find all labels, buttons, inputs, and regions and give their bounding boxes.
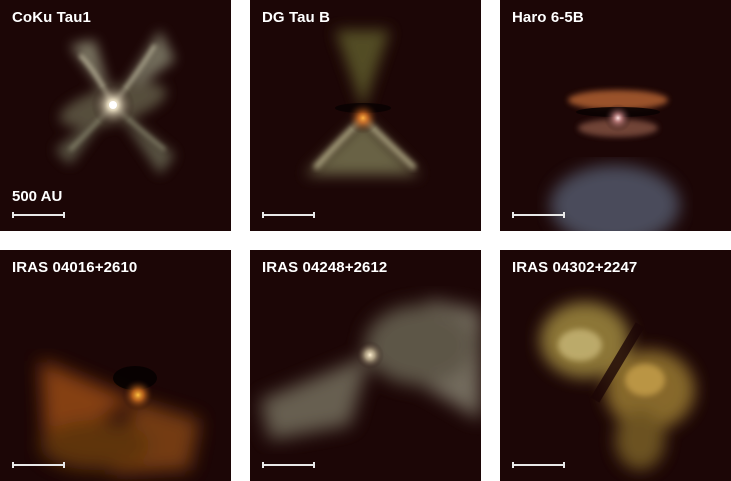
scale-bar: [262, 212, 315, 218]
scale-bar: [12, 212, 65, 218]
scale-bar: [12, 462, 65, 468]
haro-6-5b-image: [500, 0, 731, 231]
dg-tau-b-image: [250, 0, 481, 231]
object-label: DG Tau B: [262, 9, 331, 26]
panel-iras-04248: IRAS 04248+2612: [250, 250, 481, 481]
iras-04302-image: [500, 250, 731, 481]
scale-label: 500 AU: [12, 188, 63, 205]
scale-bar: [262, 462, 315, 468]
object-label: CoKu Tau1: [12, 9, 91, 26]
iras-04016-image: [0, 250, 231, 481]
object-label: Haro 6-5B: [512, 9, 584, 26]
coku-tau1-image: [0, 0, 231, 231]
panel-iras-04016: IRAS 04016+2610: [0, 250, 231, 481]
object-label: IRAS 04016+2610: [12, 259, 138, 276]
object-label: IRAS 04248+2612: [262, 259, 388, 276]
object-label: IRAS 04302+2247: [512, 259, 638, 276]
scale-bar: [512, 212, 565, 218]
panel-coku-tau1: CoKu Tau1 500 AU: [0, 0, 231, 231]
panel-haro-6-5b: Haro 6-5B: [500, 0, 731, 231]
iras-04248-image: [250, 250, 481, 481]
scale-bar: [512, 462, 565, 468]
panel-dg-tau-b: DG Tau B: [250, 0, 481, 231]
panel-iras-04302: IRAS 04302+2247: [500, 250, 731, 481]
